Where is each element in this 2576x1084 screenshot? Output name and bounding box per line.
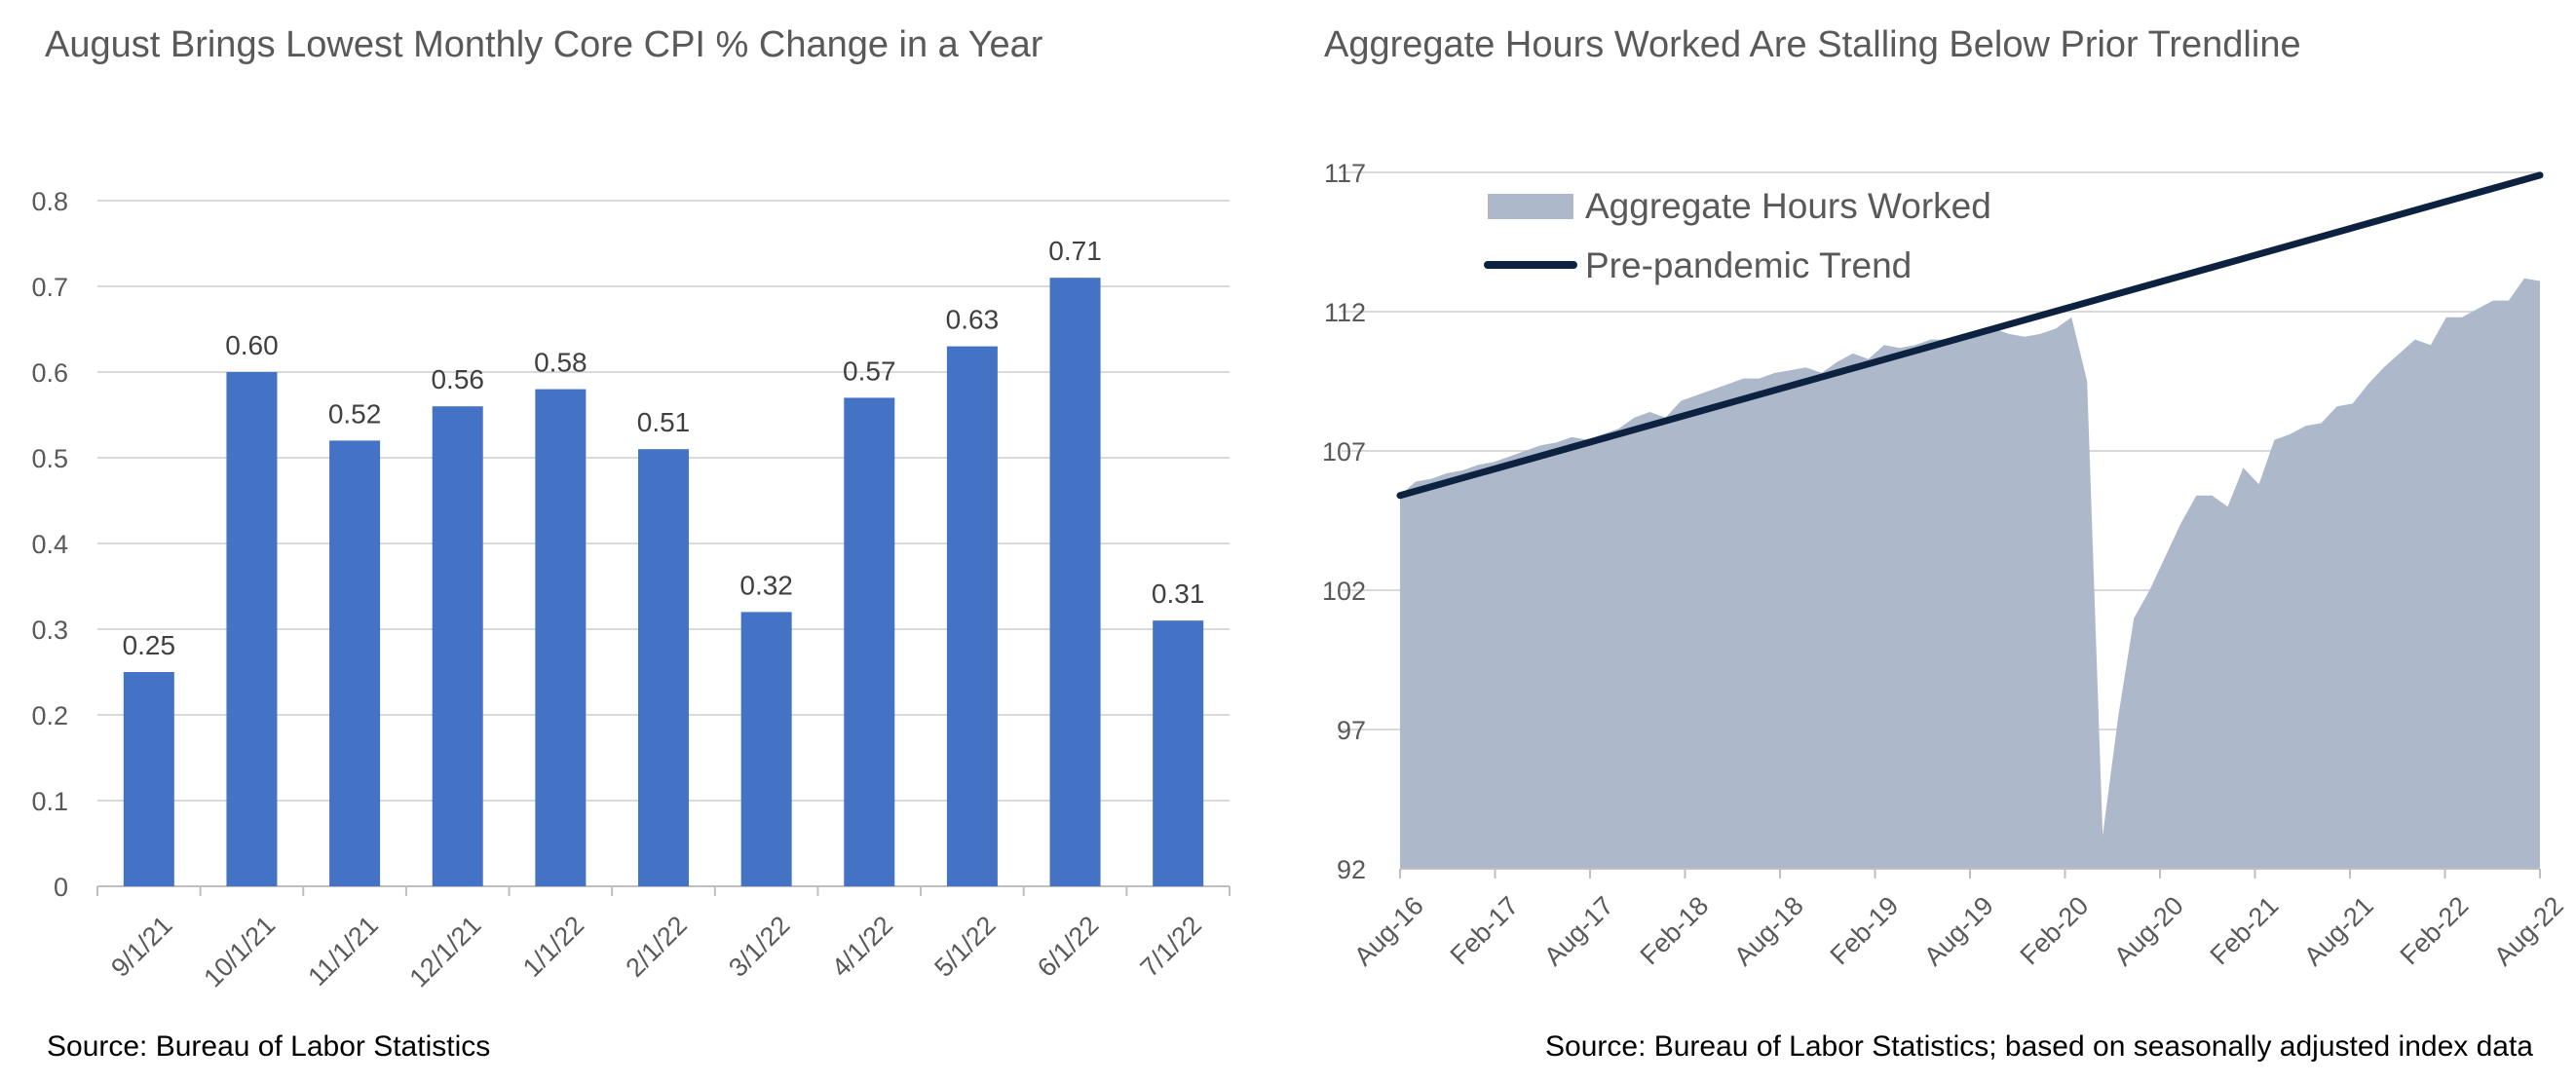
bar-data-label: 0.57 [843, 355, 896, 386]
x-tick-label: Aug-20 [2108, 891, 2189, 972]
x-tick-label: Feb-20 [2015, 891, 2095, 971]
bar [432, 406, 483, 886]
bar-data-label: 0.56 [431, 364, 484, 394]
x-tick-label: Aug-16 [1348, 891, 1429, 972]
bar [1153, 620, 1204, 886]
x-tick-label: 3/1/22 [723, 911, 795, 983]
bar [740, 612, 792, 886]
y-tick-label: 0.6 [31, 358, 68, 388]
bar-data-label: 0.58 [534, 348, 587, 378]
x-tick-label: 4/1/22 [826, 911, 898, 983]
y-tick-label: 0.7 [31, 273, 68, 302]
bar-data-label: 0.71 [1048, 236, 1102, 266]
x-tick-label: Feb-19 [1825, 891, 1905, 971]
bar [638, 449, 689, 886]
bar [123, 672, 174, 886]
x-tick-label: Aug-17 [1538, 891, 1619, 972]
bar-data-label: 0.32 [739, 570, 793, 600]
x-tick-label: Aug-19 [1918, 891, 1999, 972]
x-tick-label: Aug-22 [2488, 891, 2569, 972]
x-tick-label: 11/1/21 [302, 911, 384, 992]
legend-swatch-aggregate-hours-worked [1488, 194, 1573, 219]
x-tick-label: 5/1/22 [928, 911, 1001, 983]
y-tick-label: 0.2 [31, 701, 68, 730]
legend-label-pre-pandemic-trend: Pre-pandemic Trend [1585, 245, 1912, 285]
x-tick-label: Feb-21 [2205, 891, 2285, 971]
y-tick-label: 97 [1337, 716, 1366, 745]
x-tick-label: Feb-22 [2395, 891, 2475, 971]
x-tick-label: Aug-18 [1728, 891, 1809, 972]
bar-data-label: 0.31 [1152, 579, 1205, 609]
chart-source: Source: Bureau of Labor Statistics; base… [1545, 1030, 2533, 1063]
hours-worked-chart-panel: Aggregate Hours Worked Are Stalling Belo… [1288, 0, 2576, 1084]
y-tick-label: 0.1 [31, 787, 68, 816]
x-tick-label: 2/1/22 [621, 911, 693, 983]
bar-data-label: 0.51 [637, 407, 691, 437]
y-tick-label: 112 [1324, 298, 1366, 327]
y-tick-label: 107 [1322, 437, 1366, 467]
x-tick-label: 9/1/21 [105, 911, 177, 983]
y-tick-label: 0.8 [31, 187, 68, 216]
bar [226, 372, 278, 886]
y-tick-label: 92 [1337, 855, 1366, 884]
x-tick-label: 6/1/22 [1032, 911, 1104, 983]
y-tick-label: 0.4 [31, 530, 68, 559]
bar-data-label: 0.60 [225, 330, 279, 360]
bar [535, 389, 587, 886]
x-tick-label: Aug-21 [2298, 891, 2379, 972]
y-tick-label: 0.3 [31, 616, 68, 645]
y-tick-label: 117 [1324, 159, 1366, 188]
core-cpi-chart-panel: August Brings Lowest Monthly Core CPI % … [31, 24, 1231, 1063]
bar [946, 346, 998, 887]
y-tick-label: 102 [1322, 577, 1366, 606]
x-tick-label: Feb-18 [1635, 891, 1715, 971]
bar-data-label: 0.25 [123, 630, 176, 660]
bar [329, 440, 381, 886]
bar [1049, 278, 1101, 886]
x-tick-label: 1/1/22 [517, 911, 589, 983]
x-tick-label: Feb-17 [1445, 891, 1525, 971]
y-tick-label: 0.5 [31, 444, 68, 473]
chart-source: Source: Bureau of Labor Statistics [47, 1030, 491, 1063]
area-series-aggregate-hours-worked [1400, 278, 2540, 869]
bar-data-label: 0.52 [328, 398, 382, 429]
hours-worked-area-chart: 92 97 102 107 112 117 Aug-16 Feb-17 Aug-17 Feb-18… [1322, 159, 2569, 972]
x-tick-label: 12/1/21 [404, 911, 487, 993]
legend-label-aggregate-hours-worked: Aggregate Hours Worked [1585, 186, 1991, 226]
core-cpi-bar-chart: 0 0.1 0.2 0.3 0.4 0.5 0.6 0.7 0.8 0.25 9/1/21 0.60 1… [31, 187, 1231, 993]
y-tick-label: 0 [54, 873, 68, 902]
line-series-pre-pandemic-trend [1396, 171, 2544, 500]
chart-title: August Brings Lowest Monthly Core CPI % … [45, 24, 1043, 65]
chart-title: Aggregate Hours Worked Are Stalling Belo… [1324, 24, 2301, 65]
bar [844, 397, 895, 886]
x-tick-label: 10/1/21 [198, 911, 281, 993]
bar-data-label: 0.63 [946, 305, 1000, 335]
x-tick-label: 7/1/22 [1135, 911, 1207, 983]
